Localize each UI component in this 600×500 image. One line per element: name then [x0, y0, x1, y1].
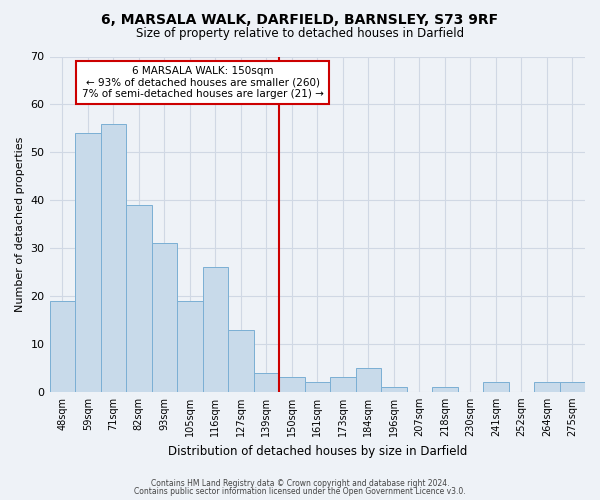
Bar: [254, 372, 279, 392]
Bar: [483, 382, 509, 392]
Bar: [177, 301, 203, 392]
Bar: [126, 205, 152, 392]
Bar: [305, 382, 330, 392]
Bar: [50, 301, 75, 392]
Bar: [101, 124, 126, 392]
Bar: [203, 268, 228, 392]
Bar: [228, 330, 254, 392]
Text: Size of property relative to detached houses in Darfield: Size of property relative to detached ho…: [136, 28, 464, 40]
Bar: [279, 378, 305, 392]
Text: Contains HM Land Registry data © Crown copyright and database right 2024.: Contains HM Land Registry data © Crown c…: [151, 478, 449, 488]
Bar: [330, 378, 356, 392]
Text: 6 MARSALA WALK: 150sqm
← 93% of detached houses are smaller (260)
7% of semi-det: 6 MARSALA WALK: 150sqm ← 93% of detached…: [82, 66, 323, 100]
Bar: [560, 382, 585, 392]
Bar: [75, 133, 101, 392]
Bar: [534, 382, 560, 392]
Text: Contains public sector information licensed under the Open Government Licence v3: Contains public sector information licen…: [134, 487, 466, 496]
Bar: [381, 387, 407, 392]
Bar: [356, 368, 381, 392]
Text: 6, MARSALA WALK, DARFIELD, BARNSLEY, S73 9RF: 6, MARSALA WALK, DARFIELD, BARNSLEY, S73…: [101, 12, 499, 26]
Bar: [432, 387, 458, 392]
X-axis label: Distribution of detached houses by size in Darfield: Distribution of detached houses by size …: [167, 444, 467, 458]
Bar: [152, 244, 177, 392]
Y-axis label: Number of detached properties: Number of detached properties: [15, 136, 25, 312]
